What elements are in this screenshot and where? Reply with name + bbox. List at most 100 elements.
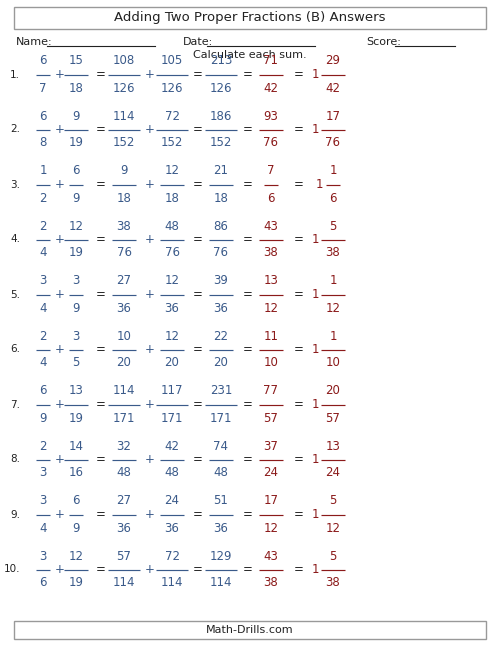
Text: 1: 1 [312,508,319,521]
Text: 18: 18 [164,192,180,204]
Text: 126: 126 [161,82,183,94]
Text: 51: 51 [214,494,228,507]
Text: 19: 19 [68,137,84,149]
Text: 72: 72 [164,109,180,122]
Text: 105: 105 [161,54,183,67]
Text: +: + [145,68,155,81]
Text: 6: 6 [39,54,47,67]
Text: =: = [193,453,203,466]
Text: 43: 43 [264,549,278,562]
Text: 114: 114 [210,576,232,589]
Text: +: + [55,178,65,191]
Text: 126: 126 [113,82,135,94]
Text: 16: 16 [68,466,84,479]
Text: 36: 36 [116,521,132,534]
Text: 12: 12 [164,329,180,342]
Text: 126: 126 [210,82,232,94]
Text: +: + [55,288,65,301]
Text: =: = [294,68,304,81]
Text: 36: 36 [164,521,180,534]
Text: 19: 19 [68,411,84,424]
Text: 3: 3 [40,466,46,479]
Text: =: = [96,233,106,246]
Text: 5: 5 [330,494,336,507]
Text: 2: 2 [39,439,47,452]
Text: 27: 27 [116,274,132,287]
Text: 14: 14 [68,439,84,452]
Text: Date:: Date: [183,37,213,47]
Text: 1: 1 [312,123,319,136]
Text: +: + [55,343,65,356]
Text: +: + [145,563,155,576]
Text: 7: 7 [39,82,47,94]
Text: 6: 6 [39,384,47,397]
Text: 2: 2 [39,219,47,232]
Text: 38: 38 [264,576,278,589]
Text: 12: 12 [68,219,84,232]
Text: 9: 9 [39,411,47,424]
Text: 17: 17 [264,494,278,507]
Text: 36: 36 [214,302,228,314]
Text: 108: 108 [113,54,135,67]
Text: +: + [145,398,155,411]
Text: 76: 76 [214,247,228,259]
Text: =: = [243,453,253,466]
Text: 76: 76 [326,137,340,149]
Text: 12: 12 [164,164,180,177]
Text: 1.: 1. [10,69,20,80]
Text: =: = [96,123,106,136]
Text: 114: 114 [113,384,135,397]
Text: 57: 57 [116,549,132,562]
Text: 76: 76 [264,137,278,149]
Text: 5: 5 [72,356,80,369]
Text: +: + [145,233,155,246]
Text: 12: 12 [264,521,278,534]
Text: 171: 171 [161,411,183,424]
Text: 231: 231 [210,384,232,397]
Text: 24: 24 [326,466,340,479]
Text: 24: 24 [164,494,180,507]
Text: 1: 1 [312,453,319,466]
Text: =: = [294,123,304,136]
Text: 36: 36 [164,302,180,314]
Text: =: = [294,233,304,246]
Text: 9.: 9. [10,509,20,520]
Text: Adding Two Proper Fractions (B) Answers: Adding Two Proper Fractions (B) Answers [114,12,386,25]
Text: 3: 3 [72,329,80,342]
Text: =: = [96,288,106,301]
Text: 3: 3 [40,494,46,507]
Text: 3: 3 [40,549,46,562]
Text: 4.: 4. [10,234,20,245]
Text: +: + [55,563,65,576]
Text: 48: 48 [214,466,228,479]
Text: 8.: 8. [10,454,20,465]
Text: 20: 20 [164,356,180,369]
Text: 32: 32 [116,439,132,452]
Text: =: = [243,398,253,411]
Text: 19: 19 [68,576,84,589]
Text: =: = [243,123,253,136]
Text: 6.: 6. [10,344,20,355]
Text: =: = [294,398,304,411]
Text: +: + [55,233,65,246]
Text: 72: 72 [164,549,180,562]
Text: 42: 42 [326,82,340,94]
Text: 1: 1 [312,563,319,576]
Text: 76: 76 [164,247,180,259]
Text: 86: 86 [214,219,228,232]
Text: 11: 11 [264,329,278,342]
Text: =: = [294,288,304,301]
Text: =: = [193,178,203,191]
Text: 76: 76 [116,247,132,259]
Text: 171: 171 [210,411,232,424]
Text: 1: 1 [316,178,324,191]
Text: =: = [243,343,253,356]
Text: 1: 1 [312,288,319,301]
Text: 29: 29 [326,54,340,67]
Text: 129: 129 [210,549,232,562]
Text: 43: 43 [264,219,278,232]
Text: 36: 36 [116,302,132,314]
Text: 6: 6 [39,576,47,589]
Text: 15: 15 [68,54,84,67]
Text: 1: 1 [312,68,319,81]
